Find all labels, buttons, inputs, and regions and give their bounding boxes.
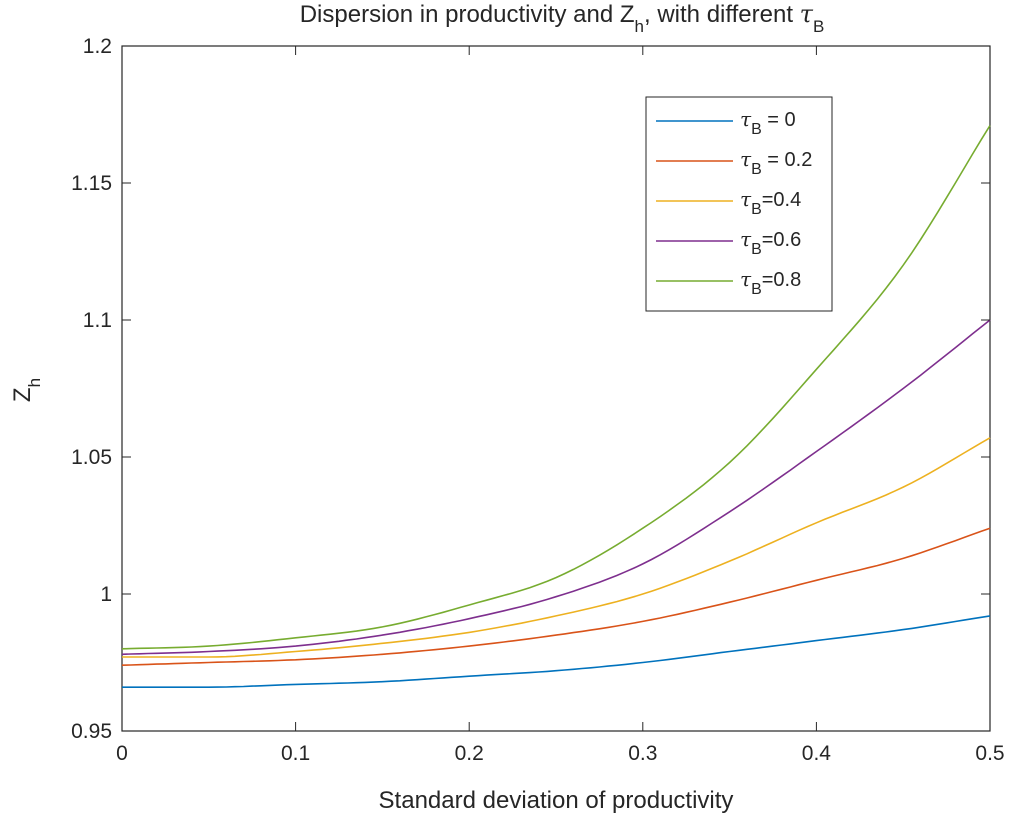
series-line-2 bbox=[121, 527, 991, 666]
legend-label-1: τB = 0 bbox=[740, 107, 796, 138]
series-line-1 bbox=[122, 615, 991, 689]
legend: τB = 0 τB = 0.2 τB=0.4 τB=0.6 τB=0.8 bbox=[645, 96, 833, 312]
x-tick-label: 0.1 bbox=[281, 742, 310, 765]
x-tick-label: 0.4 bbox=[802, 742, 832, 765]
axis-ticks: 0 0.1 0.2 0.3 0.4 0.5 0.95 1 1.05 1.1 1.15 1.2 bbox=[71, 35, 1004, 765]
x-tick-label: 0.2 bbox=[455, 742, 484, 765]
y-axis-label: Zh bbox=[9, 378, 44, 402]
x-axis-label: Standard deviation of productivity bbox=[379, 787, 734, 814]
series-line-5 bbox=[121, 125, 991, 650]
series-line-3 bbox=[122, 437, 991, 658]
y-tick-label: 0.95 bbox=[71, 720, 112, 743]
x-tick-label: 0.5 bbox=[975, 742, 1004, 765]
x-tick-label: 0.3 bbox=[628, 742, 657, 765]
legend-label-2: τB = 0.2 bbox=[740, 147, 812, 178]
legend-label-5: τB=0.8 bbox=[740, 267, 801, 298]
axes-box bbox=[121, 45, 991, 732]
x-tick-label: 0 bbox=[116, 742, 128, 765]
y-tick-label: 1.2 bbox=[83, 35, 112, 58]
legend-label-4: τB=0.6 bbox=[740, 227, 801, 258]
y-tick-label: 1.15 bbox=[71, 172, 112, 195]
legend-label-3: τB=0.4 bbox=[740, 187, 801, 218]
y-tick-label: 1.1 bbox=[83, 309, 112, 332]
series-line-4 bbox=[121, 319, 991, 656]
chart-title: Dispersion in productivity and Zh, with … bbox=[300, 0, 825, 36]
plot-area bbox=[121, 45, 991, 732]
y-tick-label: 1 bbox=[100, 583, 112, 606]
y-tick-label: 1.05 bbox=[71, 446, 112, 469]
legend-box bbox=[645, 96, 833, 312]
